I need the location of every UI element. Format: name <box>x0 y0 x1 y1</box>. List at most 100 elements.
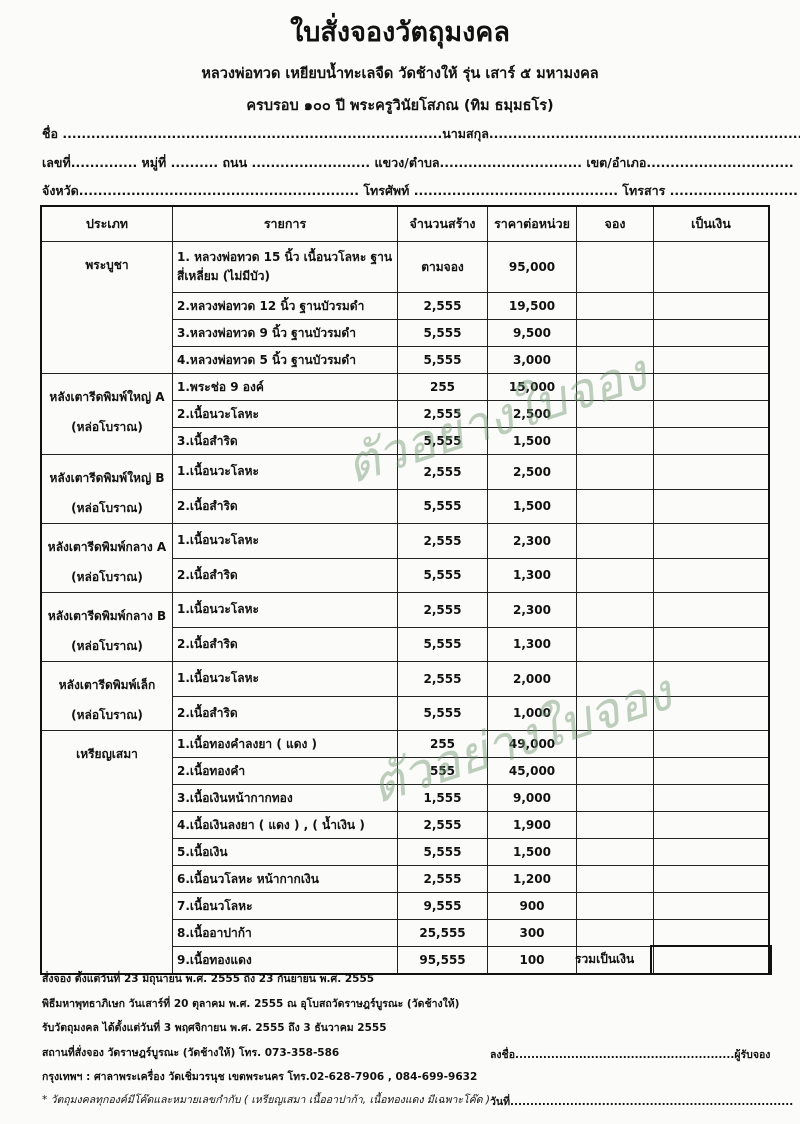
amount-cell[interactable] <box>653 865 770 893</box>
reserve-cell[interactable] <box>576 346 654 374</box>
qty-cell: 2,555 <box>397 865 488 893</box>
amount-cell[interactable] <box>653 892 770 920</box>
amount-cell[interactable] <box>653 811 770 839</box>
item-cell: 1.เนื้อนวะโลหะ <box>172 592 398 628</box>
header-qty: จำนวนสร้าง <box>397 205 488 242</box>
total-amount-box[interactable] <box>650 945 772 975</box>
price-cell: 1,900 <box>487 811 577 839</box>
price-cell: 3,000 <box>487 346 577 374</box>
price-cell: 9,000 <box>487 784 577 812</box>
item-cell: 2.เนื้อสำริด <box>172 695 398 731</box>
footer-line: รับวัตถุมงคล ได้ตั้งแต่วันที่ 3 พฤศจิกาย… <box>42 1022 387 1034</box>
table-row: 2.เนื้อสำริด 5,555 1,000 <box>41 695 770 731</box>
table-row: 2.หลวงพ่อทวด 12 นิ้ว ฐานบัวรมดำ 2,555 19,5… <box>41 292 770 320</box>
address-field-line[interactable]: เลขที่.............. หมู่ที่ .......... … <box>42 155 794 170</box>
category-cell: เหรียญเสมา <box>40 730 173 975</box>
reserve-cell[interactable] <box>576 488 654 524</box>
footer-line: พิธีมหาพุทธาภิเษก วันเสาร์ที่ 20 ตุลาคม … <box>42 998 460 1010</box>
reserve-cell[interactable] <box>576 661 654 697</box>
amount-cell[interactable] <box>653 592 770 628</box>
price-cell: 1,000 <box>487 695 577 731</box>
reserve-cell[interactable] <box>576 592 654 628</box>
date-line[interactable]: วันที่..................................… <box>490 1096 794 1108</box>
reserve-cell[interactable] <box>576 454 654 490</box>
item-cell: 3.หลวงพ่อทวด 9 นิ้ว ฐานบัวรมดำ <box>172 319 398 347</box>
amount-cell[interactable] <box>653 557 770 593</box>
province-phone-field-line[interactable]: จังหวัด.................................… <box>42 183 798 198</box>
amount-cell[interactable] <box>653 838 770 866</box>
reserve-cell[interactable] <box>576 523 654 559</box>
qty-cell: 1,555 <box>397 784 488 812</box>
footer-line: กรุงเทพฯ : ศาลาพระเครื่อง วัดเชิ่มวรนุช … <box>42 1071 478 1083</box>
reserve-cell[interactable] <box>576 557 654 593</box>
reserve-cell[interactable] <box>576 730 654 758</box>
amount-cell[interactable] <box>653 319 770 347</box>
amount-cell[interactable] <box>653 946 770 975</box>
reserve-cell[interactable] <box>576 784 654 812</box>
amount-cell[interactable] <box>653 626 770 662</box>
signature-line[interactable]: ลงชื่อ..................................… <box>490 1049 771 1061</box>
footer-line: สถานที่สั่งจอง วัดราษฎร์บูรณะ (วัดช้างให… <box>42 1047 340 1059</box>
reserve-cell[interactable] <box>576 292 654 320</box>
qty-cell: 5,555 <box>397 838 488 866</box>
reserve-cell[interactable] <box>576 892 654 920</box>
amount-cell[interactable] <box>653 730 770 758</box>
table-row: หลังเตารีดพิมพ์กลาง B (หล่อโบราณ) 1.เนื้อน… <box>40 592 770 662</box>
table-row: 3.เนื้อสำริด 5,555 1,500 <box>41 427 770 455</box>
price-cell: 2,300 <box>487 592 577 628</box>
qty-cell: 5,555 <box>397 319 488 347</box>
footer-note: * วัตถุมงคลทุกองค์มีโค๊ดและหมายเลขกำกับ … <box>42 1094 490 1106</box>
reserve-cell[interactable] <box>576 373 654 401</box>
price-cell: 9,500 <box>487 319 577 347</box>
reserve-cell[interactable] <box>576 811 654 839</box>
amount-cell[interactable] <box>653 373 770 401</box>
total-label: รวมเป็นเงิน <box>575 952 635 966</box>
reserve-cell[interactable] <box>576 427 654 455</box>
price-cell: 45,000 <box>487 757 577 785</box>
table-row: หลังเตารีดพิมพ์กลาง A (หล่อโบราณ) 1.เนื้อน… <box>40 523 770 593</box>
amount-cell[interactable] <box>653 757 770 785</box>
amount-cell[interactable] <box>653 784 770 812</box>
item-cell: 2.เนื้อทองคำ <box>172 757 398 785</box>
amount-cell[interactable] <box>653 919 770 947</box>
amount-cell[interactable] <box>653 454 770 490</box>
price-cell: 1,200 <box>487 865 577 893</box>
qty-cell: 2,555 <box>397 292 488 320</box>
reserve-cell[interactable] <box>576 919 654 947</box>
amount-cell[interactable] <box>653 488 770 524</box>
item-cell: 2.เนื้อสำริด <box>172 488 398 524</box>
qty-cell: 5,555 <box>397 427 488 455</box>
amount-cell[interactable] <box>653 523 770 559</box>
reserve-cell[interactable] <box>576 626 654 662</box>
price-cell: 1,300 <box>487 557 577 593</box>
table-row: หลังเตารีดพิมพ์เล็ก (หล่อโบราณ) 1.เนื้อนวะ… <box>40 661 770 731</box>
amount-cell[interactable] <box>653 292 770 320</box>
amount-cell[interactable] <box>653 427 770 455</box>
item-cell: 6.เนื้อนวโลหะ หน้ากากเงิน <box>172 865 398 893</box>
reserve-cell[interactable] <box>576 946 654 975</box>
price-cell: 1,300 <box>487 626 577 662</box>
reserve-cell[interactable] <box>576 400 654 428</box>
price-cell: 2,500 <box>487 454 577 490</box>
table-row: 9.เนื้อทองแดง 95,555 100 <box>41 946 770 975</box>
qty-cell: 5,555 <box>397 626 488 662</box>
header-price: ราคาต่อหน่วย <box>487 205 577 242</box>
reserve-cell[interactable] <box>576 695 654 731</box>
amount-cell[interactable] <box>653 661 770 697</box>
reserve-cell[interactable] <box>576 319 654 347</box>
name-field-line[interactable]: ชื่อ ...................................… <box>42 126 800 141</box>
header-amount: เป็นเงิน <box>653 205 770 242</box>
category-label: (หล่อโบราณ) <box>71 501 143 515</box>
price-cell: 1,500 <box>487 488 577 524</box>
reserve-cell[interactable] <box>576 757 654 785</box>
amount-cell[interactable] <box>653 400 770 428</box>
table-row: 3.หลวงพ่อทวด 9 นิ้ว ฐานบัวรมดำ 5,555 9,500 <box>41 319 770 347</box>
amount-cell[interactable] <box>653 346 770 374</box>
amount-cell[interactable] <box>653 241 770 293</box>
amount-cell[interactable] <box>653 695 770 731</box>
reserve-cell[interactable] <box>576 865 654 893</box>
reserve-cell[interactable] <box>576 241 654 293</box>
reserve-cell[interactable] <box>576 838 654 866</box>
table-row: 4.เนื้อเงินลงยา ( แดง ) , ( น้ำเงิน ) 2,5… <box>41 811 770 839</box>
category-cell: หลังเตารีดพิมพ์กลาง A (หล่อโบราณ) <box>40 523 173 593</box>
